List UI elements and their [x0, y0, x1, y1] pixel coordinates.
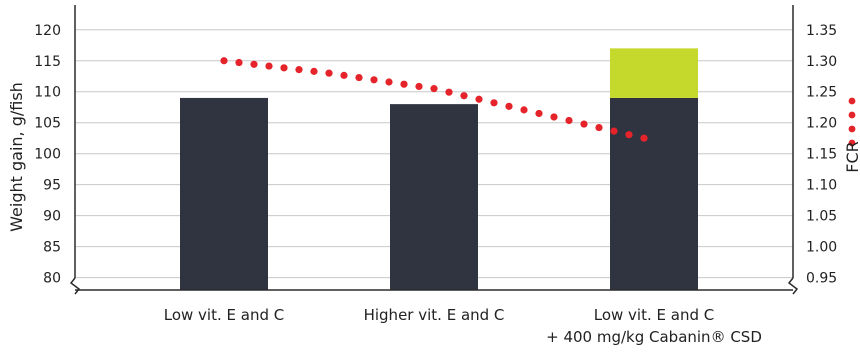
y-tick-label-right: 1.35	[806, 23, 837, 39]
axis-break-right	[787, 277, 799, 295]
fcr-dot	[295, 66, 303, 74]
y-tick-label: 80	[43, 271, 61, 287]
x-category-label: Low vit. E and C	[164, 306, 284, 324]
axes	[69, 5, 799, 295]
y-tick-label-right: 0.95	[806, 271, 837, 287]
y-tick-label-right: 1.00	[806, 240, 837, 256]
y-tick-label-right: 1.25	[806, 85, 837, 101]
legend	[848, 97, 856, 147]
fcr-dot	[640, 134, 648, 142]
fcr-dot	[250, 60, 258, 68]
y-tick-label: 95	[43, 178, 61, 194]
bars	[180, 48, 698, 290]
fcr-dot	[580, 120, 588, 128]
y-tick-label-right: 1.30	[806, 54, 837, 70]
axis-break-left	[69, 277, 81, 295]
fcr-dot	[325, 69, 333, 77]
fcr-dot	[385, 78, 393, 86]
y-tick-label: 85	[43, 240, 61, 256]
fcr-dot	[340, 71, 348, 79]
fcr-dot	[400, 80, 408, 88]
y-axis-title-right: FCR	[843, 141, 860, 173]
category-labels: Low vit. E and C Higher vit. E and C Low v…	[164, 306, 762, 346]
fcr-dot	[460, 92, 468, 100]
tick-labels: 120 115 110 105 100 95 90 85 80 1.35 1.30 1.25 1.20 1…	[34, 23, 837, 287]
y-tick-label-right: 1.05	[806, 209, 837, 225]
fcr-dot	[265, 62, 273, 70]
fcr-dot	[565, 116, 573, 125]
fcr-dot	[610, 127, 618, 135]
legend-dot	[848, 139, 856, 147]
fcr-dot	[490, 99, 498, 107]
fcr-dot	[520, 106, 528, 114]
y-tick-label-right: 1.20	[806, 116, 837, 132]
fcr-dot	[505, 102, 513, 110]
fcr-dot	[355, 73, 363, 82]
fcr-dot	[235, 58, 243, 67]
fcr-dot	[415, 82, 423, 91]
fcr-dot	[475, 95, 483, 103]
y-tick-label: 105	[34, 116, 61, 132]
y-tick-label: 110	[34, 85, 61, 101]
fcr-dot	[595, 123, 603, 132]
fcr-dot	[625, 131, 633, 139]
legend-dot	[848, 97, 856, 105]
y-axis-title: Weight gain, g/fish	[7, 82, 26, 232]
bar	[180, 97, 268, 290]
fcr-dot	[430, 85, 438, 93]
x-category-label: Low vit. E and C	[594, 306, 714, 324]
y-tick-label-right: 1.15	[806, 147, 837, 163]
fcr-dot	[550, 113, 558, 121]
fcr-dot	[220, 57, 228, 65]
x-category-label: Higher vit. E and C	[364, 306, 505, 324]
bar	[390, 104, 478, 290]
y-tick-label: 120	[34, 23, 61, 39]
x-category-label: + 400 mg/kg Cabanin® CSD	[546, 328, 762, 346]
legend-dot	[848, 111, 856, 119]
legend-dot	[848, 125, 856, 133]
fcr-dot	[535, 109, 543, 118]
y-tick-label: 100	[34, 147, 61, 163]
fcr-line	[220, 57, 648, 142]
y-tick-label: 115	[34, 54, 61, 70]
fcr-dot	[280, 64, 288, 72]
y-tick-label-right: 1.10	[806, 178, 837, 194]
bar-increment	[610, 48, 698, 98]
fcr-dot	[445, 88, 453, 96]
y-tick-label: 90	[43, 209, 61, 225]
fcr-dot	[370, 76, 378, 84]
fcr-dot	[310, 67, 318, 75]
bar	[610, 97, 698, 290]
